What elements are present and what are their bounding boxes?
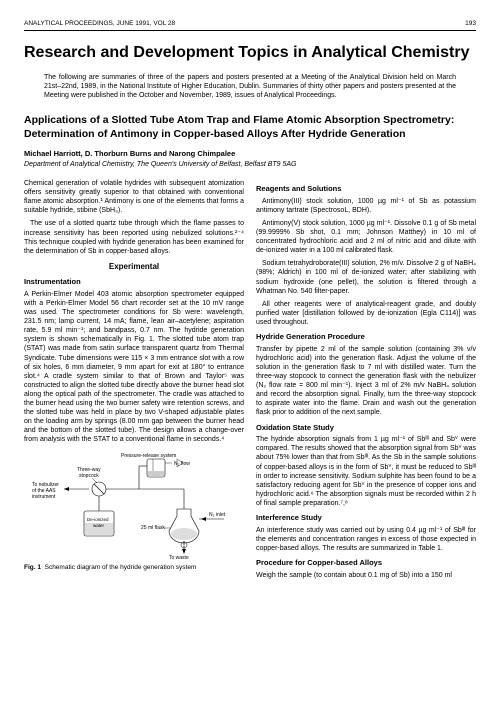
hydride-heading: Hydride Generation Procedure bbox=[256, 332, 476, 342]
article-title: Applications of a Slotted Tube Atom Trap… bbox=[24, 114, 476, 141]
left-column: Chemical generation of volatile hydrides… bbox=[24, 179, 244, 584]
oxidation-para: The hydride absorption signals from 1 µg… bbox=[256, 435, 476, 508]
experimental-heading: Experimental bbox=[24, 262, 244, 272]
label-waste: To waste bbox=[169, 555, 189, 561]
reagents-p1: Antimony(III) stock solution, 1000 µg ml… bbox=[256, 197, 476, 215]
oxidation-heading: Oxidation State Study bbox=[256, 423, 476, 433]
instrumentation-para: A Perkin-Elmer Model 403 atomic absorpti… bbox=[24, 290, 244, 445]
main-title: Research and Development Topics in Analy… bbox=[24, 43, 476, 62]
label-water-1: De-ionized bbox=[87, 517, 109, 522]
procedure-heading: Procedure for Copper-based Alloys bbox=[256, 558, 476, 568]
interference-heading: Interference Study bbox=[256, 513, 476, 523]
page-number: 193 bbox=[465, 20, 476, 28]
hydride-para: Transfer by pipette 2 ml of the sample s… bbox=[256, 345, 476, 418]
label-n2-flow: N₂ flow bbox=[174, 461, 190, 467]
reagents-p3: Sodium tetrahydroborate(III) solution, 2… bbox=[256, 259, 476, 295]
instrumentation-heading: Instrumentation bbox=[24, 277, 244, 287]
reagents-p4: All other reagents were of analytical-re… bbox=[256, 300, 476, 327]
hydride-system-diagram: To nebulizer of the AAS instrument Three… bbox=[29, 451, 239, 561]
right-column: Reagents and Solutions Antimony(III) sto… bbox=[256, 179, 476, 584]
label-stopcock: stopcock bbox=[79, 473, 99, 479]
intro-para-2: The use of a slotted quartz tube through… bbox=[24, 219, 244, 255]
two-column-layout: Chemical generation of volatile hydrides… bbox=[24, 179, 476, 584]
author-list: Michael Harriott, D. Thorburn Burns and … bbox=[24, 149, 476, 159]
figure-1: To nebulizer of the AAS instrument Three… bbox=[24, 451, 244, 572]
label-nebulizer-3: instrument bbox=[32, 494, 56, 500]
label-water-2: water bbox=[93, 523, 105, 528]
interference-para: An interference study was carried out by… bbox=[256, 526, 476, 553]
label-flask: 25 ml flask bbox=[141, 525, 165, 531]
intro-paragraph: The following are summaries of three of … bbox=[44, 73, 456, 100]
reagents-p2: Antimony(V) stock solution, 1000 µg ml⁻¹… bbox=[256, 219, 476, 255]
running-header: ANALYTICAL PROCEEDINGS, JUNE 1991, VOL 2… bbox=[24, 20, 476, 31]
label-n2-inlet: N₂ inlet bbox=[209, 512, 226, 518]
journal-name: ANALYTICAL PROCEEDINGS, JUNE 1991, VOL 2… bbox=[24, 20, 175, 28]
figure-1-caption: Fig. 1 Schematic diagram of the hydride … bbox=[24, 564, 244, 572]
reagents-heading: Reagents and Solutions bbox=[256, 184, 476, 194]
affiliation: Department of Analytical Chemistry, The … bbox=[24, 160, 476, 169]
label-pressure-release: Pressure-release system bbox=[121, 453, 176, 459]
intro-para-1: Chemical generation of volatile hydrides… bbox=[24, 179, 244, 215]
procedure-para: Weigh the sample (to contain about 0.1 m… bbox=[256, 571, 476, 580]
